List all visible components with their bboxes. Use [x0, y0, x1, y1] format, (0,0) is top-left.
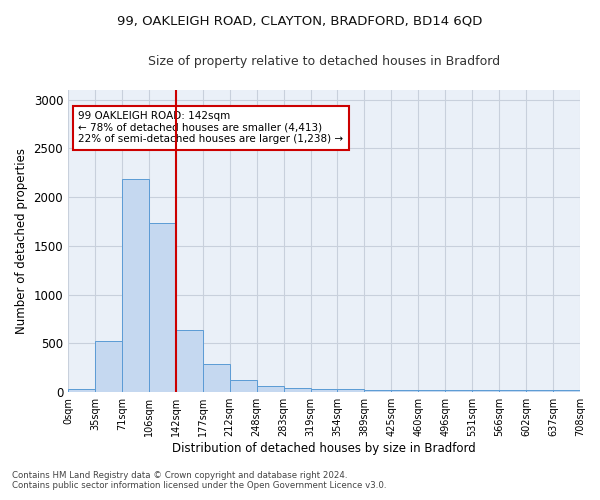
Bar	[176, 330, 203, 392]
Text: 99, OAKLEIGH ROAD, CLAYTON, BRADFORD, BD14 6QD: 99, OAKLEIGH ROAD, CLAYTON, BRADFORD, BD…	[118, 15, 482, 28]
Bar	[391, 390, 418, 392]
X-axis label: Distribution of detached houses by size in Bradford: Distribution of detached houses by size …	[172, 442, 476, 455]
Bar	[526, 390, 553, 392]
Bar	[149, 222, 176, 392]
Text: Contains HM Land Registry data © Crown copyright and database right 2024.
Contai: Contains HM Land Registry data © Crown c…	[12, 470, 386, 490]
Bar	[284, 388, 311, 392]
Title: Size of property relative to detached houses in Bradford: Size of property relative to detached ho…	[148, 55, 500, 68]
Y-axis label: Number of detached properties: Number of detached properties	[15, 148, 28, 334]
Bar	[68, 390, 95, 392]
Bar	[95, 341, 122, 392]
Bar	[257, 386, 284, 392]
Bar	[472, 390, 499, 392]
Bar	[203, 364, 230, 392]
Bar	[311, 389, 337, 392]
Bar	[499, 390, 526, 392]
Text: 99 OAKLEIGH ROAD: 142sqm
← 78% of detached houses are smaller (4,413)
22% of sem: 99 OAKLEIGH ROAD: 142sqm ← 78% of detach…	[78, 111, 343, 144]
Bar	[445, 390, 472, 392]
Bar	[122, 178, 149, 392]
Bar	[553, 390, 580, 392]
Bar	[337, 390, 364, 392]
Bar	[230, 380, 257, 392]
Bar	[364, 390, 391, 392]
Bar	[418, 390, 445, 392]
